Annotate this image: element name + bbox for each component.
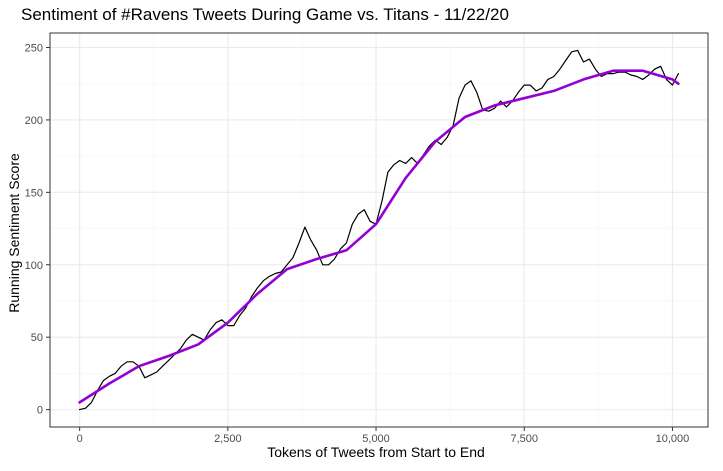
minor-gridlines: [50, 33, 708, 427]
major-gridlines: [50, 33, 708, 427]
x-axis-ticks: 0 2,500 5,000 7,500 10,000: [77, 427, 690, 445]
y-axis-title: Running Sentiment Score: [6, 153, 22, 313]
running-sentiment-line: [78, 49, 680, 411]
y-axis-ticks: 0 50 100 150 200 250: [25, 42, 50, 417]
chart-title: Sentiment of #Ravens Tweets During Game …: [21, 5, 509, 24]
y-tick-label: 0: [37, 405, 43, 417]
smoothed-trend-line: [78, 69, 680, 404]
y-tick-label: 100: [25, 260, 43, 272]
x-axis-title: Tokens of Tweets from Start to End: [267, 444, 485, 460]
y-tick-label: 150: [25, 187, 43, 199]
x-tick-label: 5,000: [362, 433, 390, 445]
x-tick-label: 0: [77, 433, 83, 445]
y-tick-label: 50: [31, 332, 43, 344]
y-tick-label: 250: [25, 42, 43, 54]
x-tick-label: 7,500: [510, 433, 538, 445]
x-tick-label: 10,000: [656, 433, 690, 445]
x-tick-label: 2,500: [214, 433, 242, 445]
panel-border: [49, 32, 709, 428]
y-tick-label: 200: [25, 115, 43, 127]
series-layer: [78, 49, 680, 411]
